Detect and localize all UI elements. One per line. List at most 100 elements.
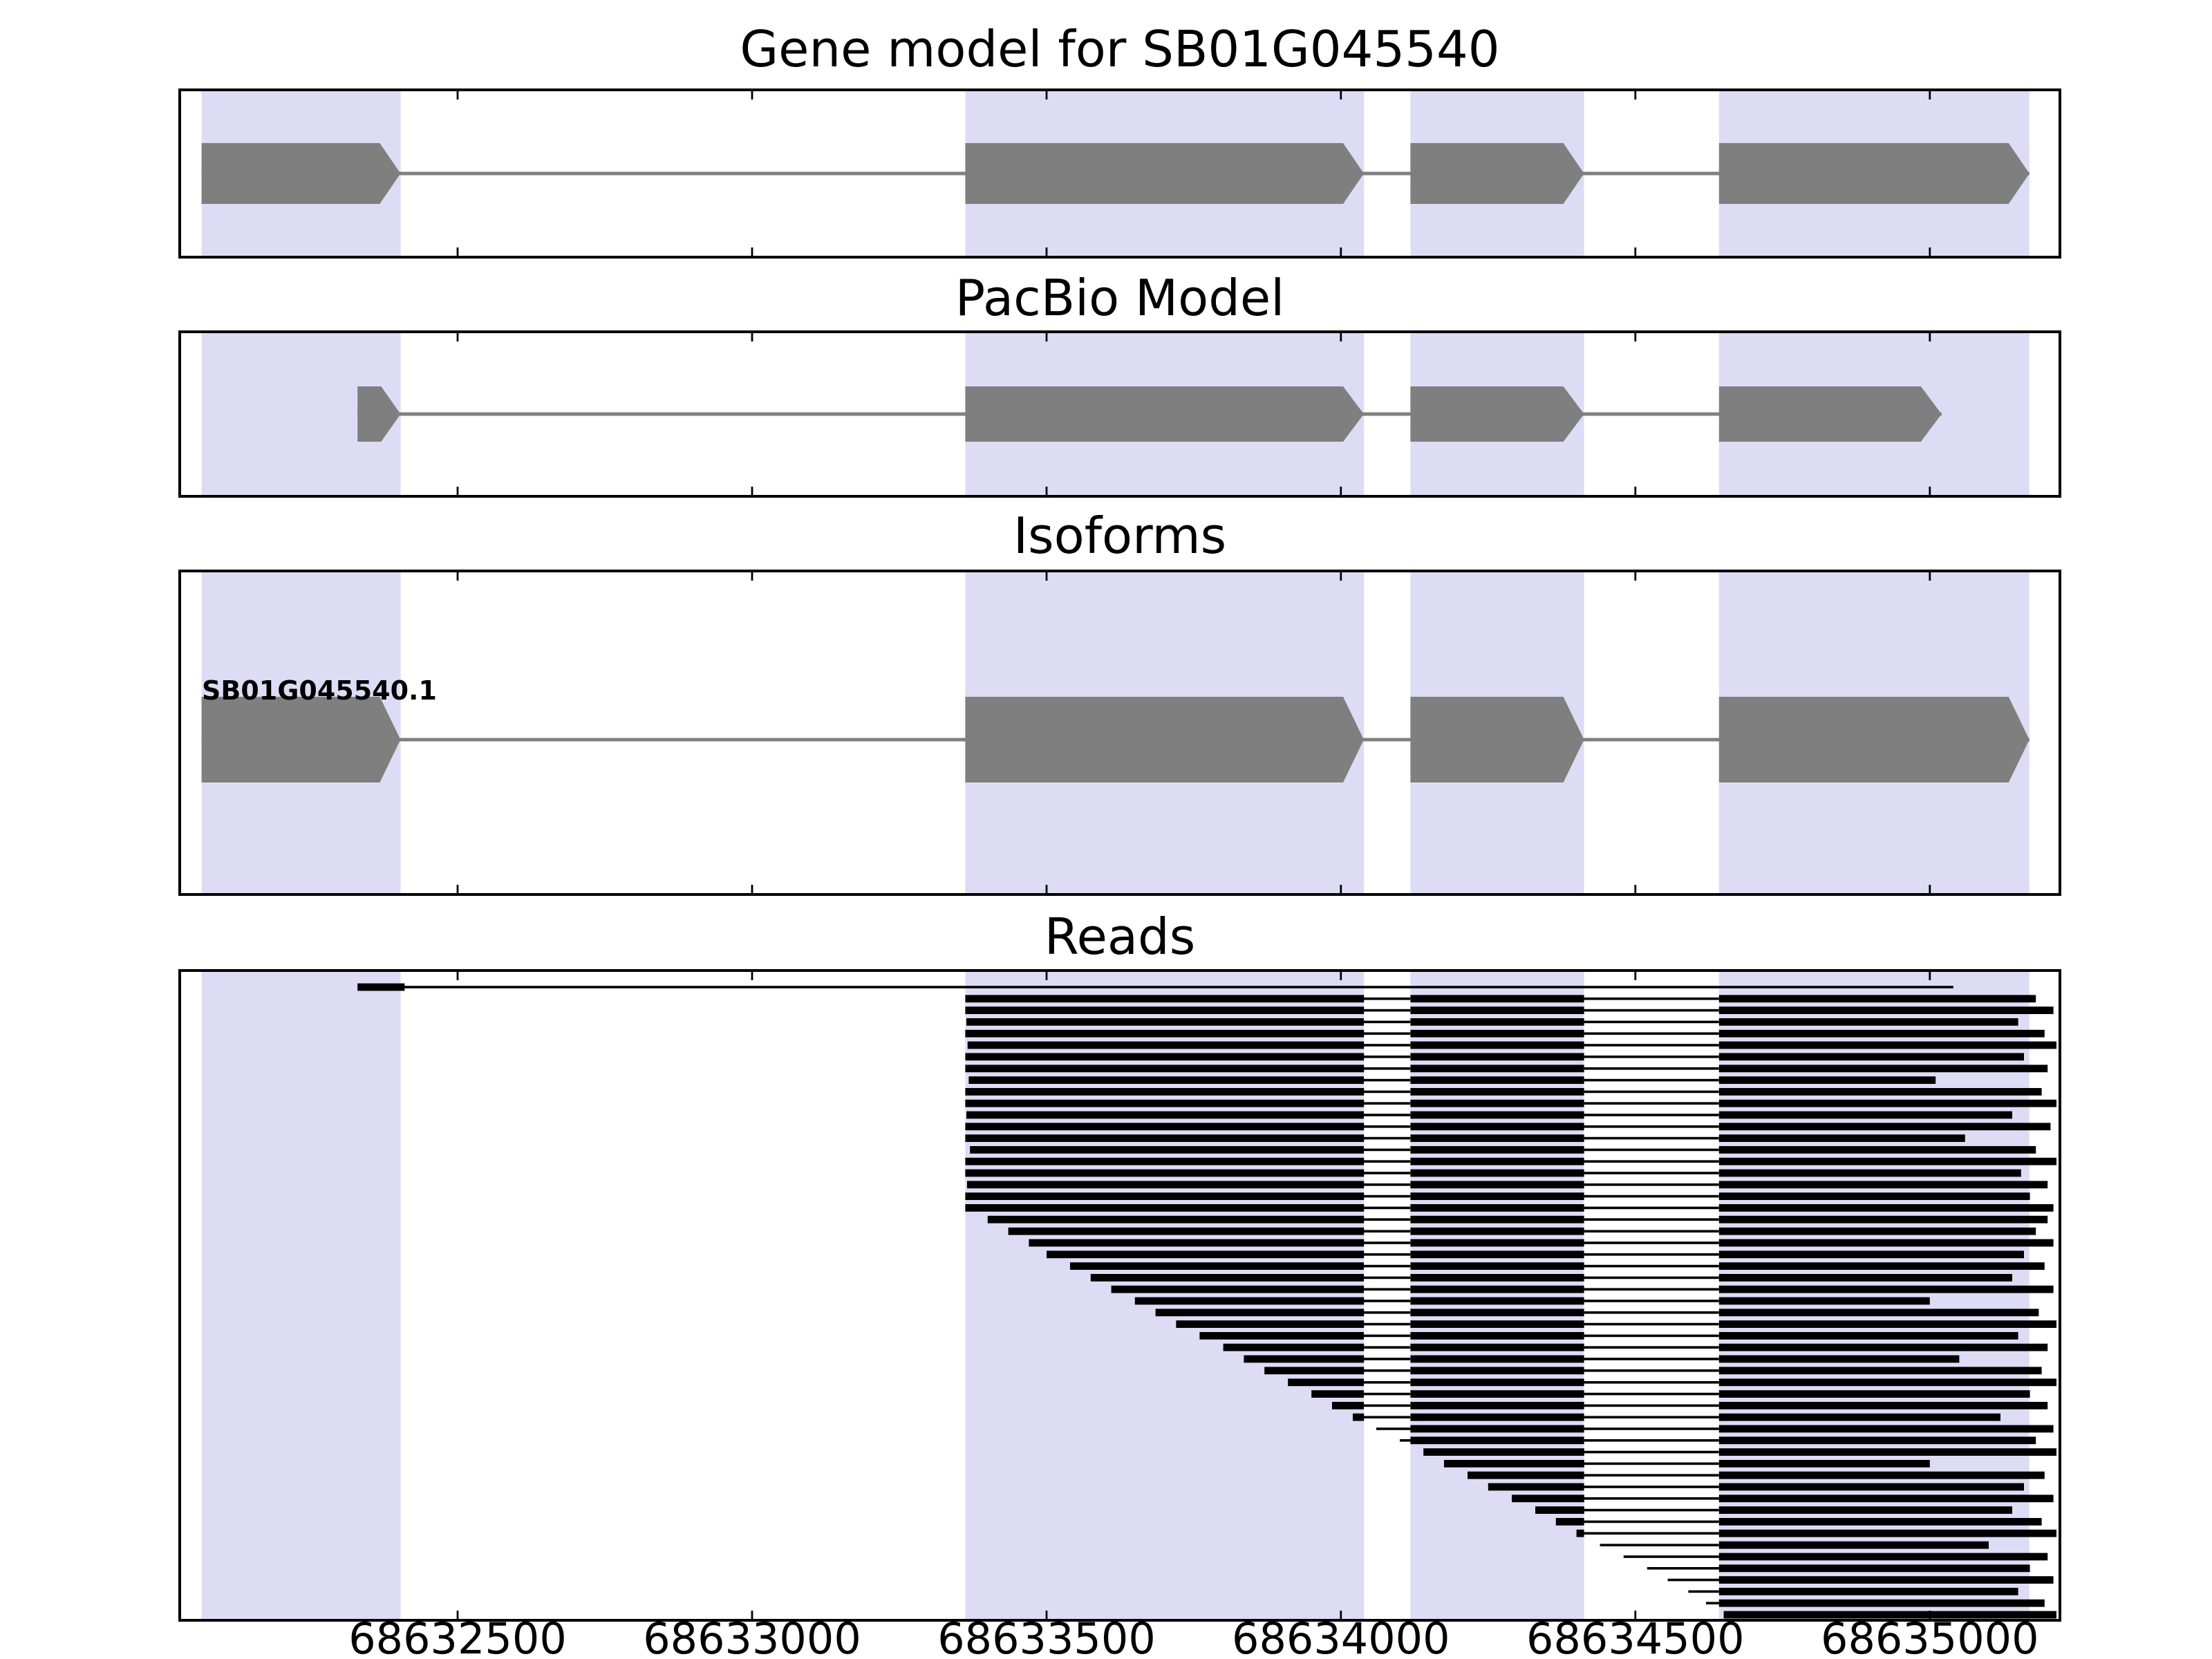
- read-connector: [1364, 1009, 1411, 1012]
- read-connector: [1584, 1183, 1719, 1186]
- read-segment: [1718, 1146, 2036, 1154]
- read-segment: [1008, 1227, 1365, 1235]
- read-segment: [1410, 1029, 1584, 1038]
- read-connector: [1584, 1172, 1719, 1174]
- read-segment: [1718, 1448, 2056, 1456]
- read-connector: [1364, 1218, 1411, 1221]
- read-connector: [1584, 1311, 1719, 1314]
- exon: [357, 386, 401, 442]
- read-segment: [1410, 1378, 1584, 1387]
- read-segment: [1288, 1378, 1364, 1387]
- read-connector: [1584, 1218, 1719, 1221]
- read-segment: [1718, 1332, 2018, 1340]
- read-connector: [1688, 1590, 1719, 1593]
- read-segment: [1410, 1367, 1584, 1375]
- read-segment: [965, 995, 1365, 1003]
- read-segment: [1410, 1262, 1584, 1270]
- x-tick-label: 68634500: [1526, 1613, 1745, 1659]
- read-connector: [1584, 1276, 1719, 1280]
- highlight-band: [201, 971, 401, 1620]
- read-segment: [1718, 1250, 2024, 1259]
- read-segment: [965, 1029, 1365, 1038]
- panel-isoforms: [178, 570, 2061, 896]
- read-connector: [1584, 997, 1719, 1000]
- read-segment: [1718, 1065, 2048, 1073]
- read-connector: [1364, 1358, 1411, 1360]
- read-segment: [1468, 1471, 1584, 1479]
- read-segment: [1718, 1181, 2048, 1189]
- title-reads: Reads: [1044, 908, 1195, 966]
- title-gene-model: Gene model for SB01G045540: [740, 20, 1499, 78]
- read-segment: [1718, 1367, 2042, 1375]
- read-segment: [965, 1053, 1365, 1061]
- read-segment: [1718, 1297, 1930, 1305]
- read-connector: [1584, 1300, 1719, 1302]
- read-connector: [1364, 1334, 1411, 1338]
- read-segment: [1410, 1192, 1584, 1200]
- read-segment: [1718, 995, 2036, 1003]
- read-connector: [1364, 1288, 1411, 1291]
- read-segment: [1410, 1018, 1584, 1026]
- read-segment: [1718, 1309, 2039, 1317]
- read-segment: [1718, 1274, 2012, 1282]
- x-axis-labels: 68632500 68633000 68633500 68634000 68634500…: [348, 1613, 2038, 1659]
- exon: [201, 697, 401, 782]
- read-connector: [1584, 1090, 1719, 1094]
- read-segment: [1410, 1169, 1584, 1177]
- read-segment: [1223, 1343, 1365, 1351]
- read-segment: [1410, 1274, 1584, 1282]
- read-connector: [1584, 1520, 1719, 1524]
- read-connector: [1584, 1485, 1719, 1488]
- read-segment: [1311, 1390, 1364, 1398]
- read-connector: [1364, 1067, 1411, 1070]
- read-segment: [1718, 1436, 2036, 1445]
- read-segment: [1410, 1320, 1584, 1328]
- read-segment: [1410, 1065, 1584, 1073]
- read-segment: [1410, 1099, 1584, 1107]
- read-segment: [1155, 1309, 1365, 1317]
- read-segment: [1718, 1018, 2018, 1026]
- read-connector: [1364, 1148, 1411, 1152]
- read-segment: [1718, 1460, 1930, 1468]
- read-connector: [1364, 1160, 1411, 1163]
- read-segment: [1410, 1006, 1584, 1014]
- read-segment: [1718, 1041, 2056, 1049]
- read-connector: [1706, 1602, 1719, 1604]
- read-segment: [1332, 1402, 1364, 1409]
- read-segment: [1410, 1239, 1584, 1247]
- read-connector: [1584, 1450, 1719, 1454]
- read-connector: [1584, 1032, 1719, 1035]
- read-connector: [1364, 1253, 1411, 1256]
- read-segment: [965, 1065, 1365, 1073]
- read-segment: [1047, 1250, 1365, 1259]
- panel-reads: [178, 969, 2061, 1622]
- read-segment: [965, 1006, 1365, 1014]
- read-connector: [1364, 1056, 1411, 1058]
- read-segment: [1718, 1239, 2054, 1247]
- read-connector: [1667, 1578, 1719, 1582]
- read-connector: [1584, 1508, 1719, 1512]
- read-segment: [1410, 1204, 1584, 1212]
- read-connector: [1364, 1346, 1411, 1349]
- read-segment: [1718, 1111, 2012, 1119]
- exon: [1718, 697, 2030, 782]
- read-connector: [1364, 1183, 1411, 1186]
- read-connector: [1584, 1067, 1719, 1070]
- read-connector: [1584, 1474, 1719, 1477]
- read-segment: [1410, 1053, 1584, 1061]
- read-segment: [1718, 1588, 2018, 1595]
- read-segment: [1353, 1413, 1365, 1421]
- read-connector: [1584, 1427, 1719, 1430]
- read-segment: [1718, 1483, 2024, 1491]
- read-segment: [1718, 1320, 2056, 1328]
- read-connector: [1584, 1194, 1719, 1198]
- read-connector: [1584, 1334, 1719, 1338]
- read-connector: [1364, 1044, 1411, 1047]
- read-segment: [1718, 1227, 2036, 1235]
- read-connector: [1376, 1427, 1411, 1430]
- read-segment: [965, 1134, 1365, 1142]
- read-segment: [1410, 1181, 1584, 1189]
- read-segment: [1488, 1483, 1584, 1491]
- read-segment: [1410, 1041, 1584, 1049]
- panel-pacbio: [178, 330, 2061, 498]
